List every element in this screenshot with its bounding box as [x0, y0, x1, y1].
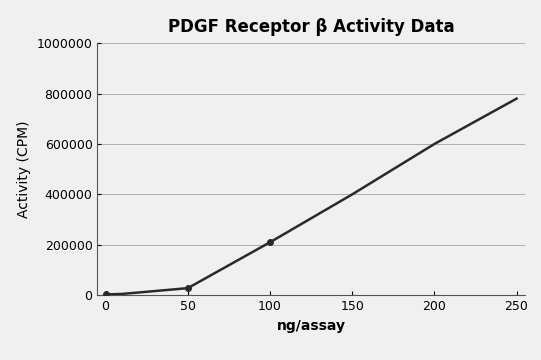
- X-axis label: ng/assay: ng/assay: [276, 319, 346, 333]
- Title: PDGF Receptor β Activity Data: PDGF Receptor β Activity Data: [168, 18, 454, 36]
- Y-axis label: Activity (CPM): Activity (CPM): [17, 121, 31, 218]
